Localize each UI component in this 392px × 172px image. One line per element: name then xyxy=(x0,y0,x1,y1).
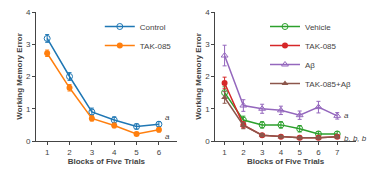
svg-text:Blocks of Five Trials: Blocks of Five Trials xyxy=(247,157,325,166)
svg-text:Control: Control xyxy=(140,23,166,32)
svg-text:1: 1 xyxy=(222,148,227,157)
svg-text:4: 4 xyxy=(205,8,210,17)
svg-text:0: 0 xyxy=(205,137,210,146)
svg-text:4: 4 xyxy=(26,8,31,17)
svg-text:a: a xyxy=(165,132,170,141)
svg-text:TAK-085: TAK-085 xyxy=(305,42,337,51)
svg-text:2: 2 xyxy=(241,148,246,157)
svg-text:b, b, b: b, b, b xyxy=(344,134,367,143)
svg-text:3: 3 xyxy=(26,40,31,49)
svg-text:Working Memory Error: Working Memory Error xyxy=(194,33,203,120)
svg-text:4: 4 xyxy=(279,148,284,157)
svg-text:TAK-085+Aβ: TAK-085+Aβ xyxy=(305,80,351,89)
svg-text:Blocks of Five Trials: Blocks of Five Trials xyxy=(68,157,146,166)
svg-text:3: 3 xyxy=(205,40,210,49)
svg-text:6: 6 xyxy=(316,148,321,157)
svg-text:a: a xyxy=(165,113,170,122)
svg-text:5: 5 xyxy=(297,148,302,157)
svg-text:4: 4 xyxy=(112,148,117,157)
svg-text:Working Memory Error: Working Memory Error xyxy=(15,33,24,120)
svg-text:TAK-085: TAK-085 xyxy=(140,42,172,51)
svg-text:1: 1 xyxy=(205,105,210,114)
svg-text:2: 2 xyxy=(205,72,210,81)
svg-text:2: 2 xyxy=(26,72,31,81)
svg-text:7: 7 xyxy=(335,148,340,157)
svg-text:6: 6 xyxy=(157,148,162,157)
svg-text:Aβ: Aβ xyxy=(305,61,315,70)
svg-text:1: 1 xyxy=(26,105,31,114)
svg-text:Vehicle: Vehicle xyxy=(305,23,331,32)
svg-text:3: 3 xyxy=(90,148,95,157)
svg-text:1: 1 xyxy=(45,148,50,157)
svg-text:3: 3 xyxy=(260,148,265,157)
svg-text:a: a xyxy=(344,111,349,120)
svg-text:5: 5 xyxy=(134,148,139,157)
svg-text:0: 0 xyxy=(26,137,31,146)
svg-text:2: 2 xyxy=(67,148,72,157)
